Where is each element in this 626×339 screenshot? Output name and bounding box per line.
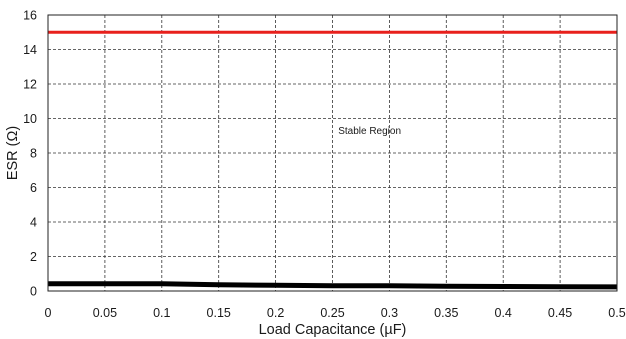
grid-lines (48, 15, 617, 291)
y-tick-labels: 0 2 4 6 8 10 12 14 16 (23, 9, 37, 299)
series-lines (48, 30, 618, 290)
x-axis-title: Load Capacitance (µF) (259, 322, 407, 338)
series-line-black (48, 281, 618, 290)
x-tick-label: 0.5 (608, 306, 625, 320)
x-tick-label: 0.1 (153, 306, 170, 320)
x-tick-labels: 0 0.05 0.1 0.15 0.2 0.25 0.3 0.35 0.4 0.45 0.5 (45, 306, 626, 320)
x-tick-label: 0.25 (320, 306, 344, 320)
x-tick-label: 0.2 (267, 306, 284, 320)
y-tick-label: 0 (30, 285, 37, 299)
x-tick-label: 0.15 (207, 306, 231, 320)
y-tick-label: 14 (23, 43, 37, 57)
y-tick-label: 8 (30, 147, 37, 161)
x-tick-label: 0.35 (434, 306, 458, 320)
y-tick-label: 4 (30, 216, 37, 230)
y-tick-label: 12 (23, 78, 37, 92)
y-axis-title: ESR (Ω) (5, 126, 21, 180)
y-tick-label: 6 (30, 181, 37, 195)
y-tick-label: 10 (23, 112, 37, 126)
plot-frame (47, 14, 618, 292)
x-tick-label: 0 (45, 306, 52, 320)
x-tick-label: 0.3 (381, 306, 398, 320)
y-tick-label: 2 (30, 250, 37, 264)
x-tick-label: 0.45 (548, 306, 572, 320)
x-tick-label: 0.05 (93, 306, 117, 320)
x-tick-label: 0.4 (495, 306, 512, 320)
y-tick-label: 16 (23, 9, 37, 23)
annotations: Stable Region (338, 126, 401, 137)
annotation-label: Stable Region (338, 126, 401, 137)
